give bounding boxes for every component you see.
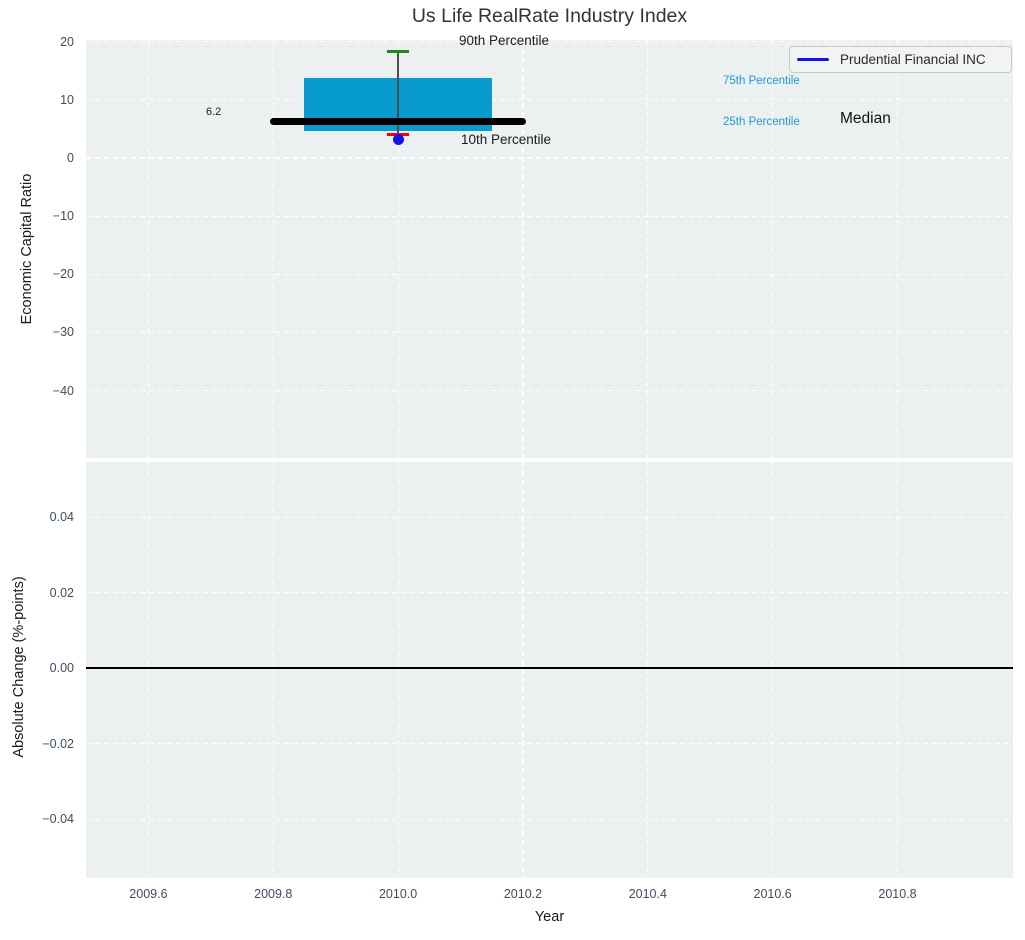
gridline-horizontal [86, 389, 1013, 392]
y-tick-label: −10 [52, 209, 74, 224]
gridline-vertical [147, 40, 149, 458]
gridline-horizontal [86, 273, 1013, 275]
annotation-90th-percentile: 90th Percentile [459, 33, 550, 48]
median-line [270, 118, 527, 126]
company-marker [392, 133, 404, 145]
x-tick-label: 2010.8 [878, 887, 917, 901]
gridline-horizontal [86, 215, 1013, 217]
x-tick-label: 2010.2 [503, 887, 543, 901]
x-tick-label: 2009.6 [129, 887, 168, 901]
gridline-vertical [896, 40, 899, 458]
gridline-vertical [522, 462, 524, 878]
y-tick-label: 0.02 [49, 585, 74, 600]
y-tick-label: −40 [52, 383, 74, 398]
y-tick-label: 0.00 [49, 661, 74, 676]
gridline-horizontal [86, 592, 1013, 594]
zero-line [86, 667, 1013, 669]
gridline-horizontal [86, 331, 1013, 333]
annotation-10th-percentile: 10th Percentile [461, 132, 552, 147]
gridline-vertical [397, 462, 399, 878]
gridline-horizontal [86, 99, 1013, 101]
y-axis-label-top: Economic Capital Ratio [19, 173, 35, 325]
gridline-vertical [772, 40, 774, 458]
legend-line-swatch [797, 58, 829, 61]
y-tick-label: 0.04 [49, 510, 74, 525]
median-value-label: 6.2 [206, 106, 222, 118]
x-tick-label: 2010.0 [378, 887, 418, 901]
gridline-vertical [272, 40, 274, 458]
p90-cap [386, 49, 410, 53]
gridline-vertical [522, 40, 524, 458]
x-axis-label: Year [534, 909, 565, 925]
gridline-vertical [147, 462, 149, 878]
y-tick-label: 20 [60, 34, 74, 49]
gridline-vertical [647, 462, 649, 878]
y-tick-label: 0 [67, 151, 74, 166]
y-tick-label: −30 [52, 325, 74, 340]
x-tick-label: 2010.4 [628, 887, 667, 901]
x-tick-label: 2010.6 [753, 887, 792, 901]
annotation-median: Median [840, 110, 891, 127]
chart-title: Us Life RealRate Industry Index [411, 5, 688, 27]
gridline-vertical [397, 40, 399, 458]
whisker-line [397, 51, 399, 135]
top-plot-area [86, 40, 1013, 458]
bottom-plot-area [86, 462, 1013, 878]
gridline-vertical [772, 462, 774, 878]
annotation-25th-percentile: 25th Percentile [723, 116, 800, 128]
gridline-vertical [896, 462, 899, 878]
y-tick-label: 10 [60, 92, 74, 107]
y-tick-label: −20 [52, 267, 74, 282]
gridline-horizontal [86, 743, 1013, 745]
y-tick-label: −0.04 [42, 812, 74, 827]
gridline-horizontal [86, 41, 1013, 43]
y-tick-label: −0.02 [42, 736, 74, 751]
x-tick-label: 2009.8 [254, 887, 293, 901]
legend: Prudential Financial INC [789, 46, 1012, 73]
gridline-horizontal [86, 516, 1013, 518]
annotation-75th-percentile: 75th Percentile [723, 75, 800, 87]
gridline-vertical [647, 40, 649, 458]
gridline-vertical [272, 462, 274, 878]
gridline-horizontal [86, 818, 1013, 820]
legend-entry-label: Prudential Financial INC [840, 52, 986, 67]
gridline-horizontal [86, 157, 1013, 159]
